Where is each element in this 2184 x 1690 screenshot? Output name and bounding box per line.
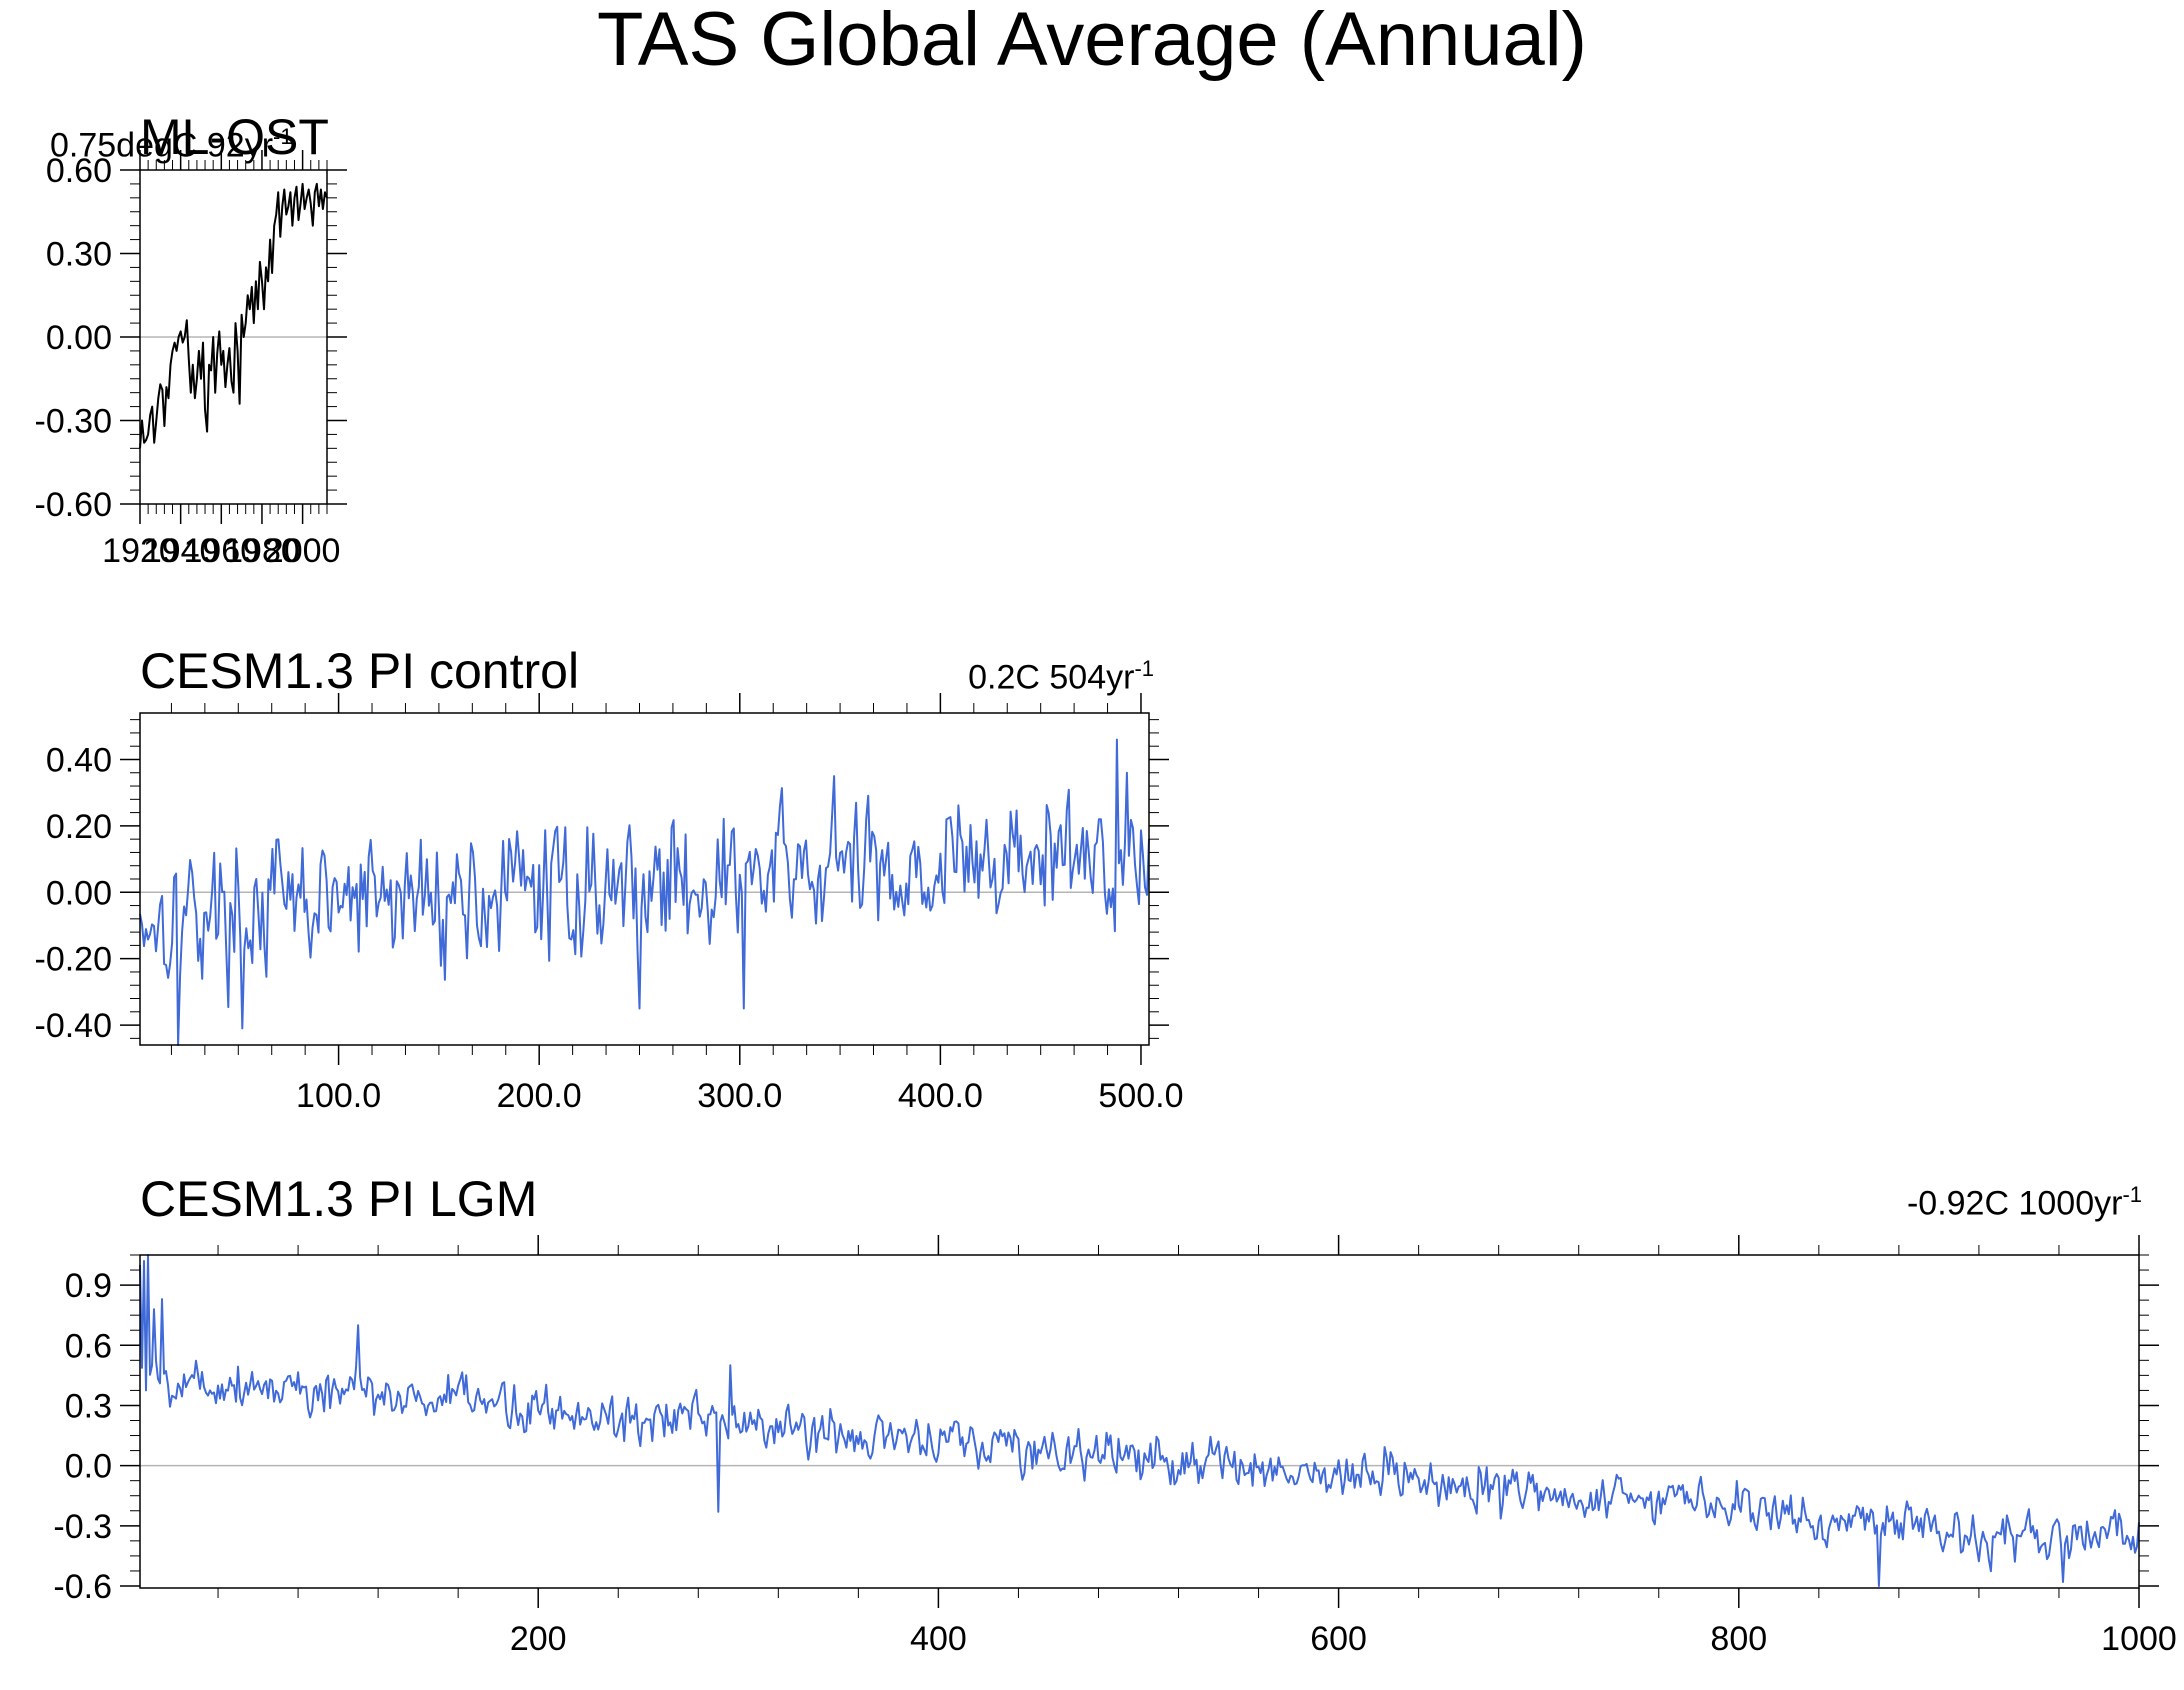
- panel-2-y-tick-label: 0.20: [46, 808, 112, 846]
- panel-2-trend-value: 0.2C 504yr: [968, 658, 1135, 697]
- main-title: TAS Global Average (Annual): [597, 0, 1587, 82]
- panel-3-plot-frame: [139, 1254, 2140, 1589]
- panel-2-y-tick-label: 0.00: [46, 874, 112, 912]
- panel-3-x-tick-label: 1000: [2101, 1620, 2177, 1658]
- panel-3-x-tick-label: 600: [1310, 1620, 1367, 1658]
- panel-2-x-tick-label: 100.0: [296, 1077, 381, 1115]
- panel-2-x-tick-label: 200.0: [497, 1077, 582, 1115]
- panel-1-trend: 0.75degC 92yr-1: [50, 118, 293, 164]
- panel-1-y-tick-label: -0.60: [35, 486, 113, 524]
- panel-2-y-tick-label: -0.40: [35, 1007, 113, 1045]
- panel-3-y-tick-label: 0.6: [65, 1327, 112, 1365]
- panel-3-x-tick-label: 400: [910, 1620, 967, 1658]
- panel-1-y-tick-label: 0.00: [46, 319, 112, 357]
- panel-3-trend: -0.92C 1000yr-1: [1907, 1176, 2142, 1222]
- panel-3-trend-value: -0.92C 1000yr: [1906, 1184, 2123, 1223]
- panel-1-y-tick-label: 0.60: [46, 152, 112, 190]
- panel-3-x-tick-label: 800: [1710, 1620, 1767, 1658]
- panel-2-y-tick-label: -0.20: [35, 941, 113, 979]
- panel-2-y-tick-label: 0.40: [46, 741, 112, 779]
- panel-1-x-tick-label: 1940: [143, 532, 219, 570]
- panel-1-x-tick-label: 2000: [265, 532, 341, 570]
- panel-3-trend-exponent: -1: [2122, 1182, 2142, 1207]
- panel-3-title: CESM1.3 PI LGM: [140, 1171, 538, 1227]
- panel-1-series-line: [139, 182, 328, 449]
- panel-3-y-tick-label: 0.3: [65, 1387, 112, 1425]
- panel-2-x-tick-label: 500.0: [1098, 1077, 1183, 1115]
- panel-1-title: ML-OST: [140, 109, 329, 165]
- panel-3-y-tick-label: 0.0: [65, 1448, 112, 1486]
- panel-1-trend-value: 0.75degC 92yr: [50, 126, 274, 165]
- panel-1-x-tick-label: 1960: [183, 532, 259, 570]
- panel-1-x-tick-label: 1980: [224, 532, 300, 570]
- panel-3-y-tick-label: -0.6: [53, 1568, 112, 1606]
- panel-1-y-tick-label: -0.30: [35, 403, 113, 441]
- panel-1-x-tick-label: 1920: [102, 532, 178, 570]
- panel-3-series-line: [139, 1254, 2140, 1587]
- panel-1-trend-exponent: -1: [273, 124, 293, 149]
- panel-3-y-tick-label: 0.9: [65, 1267, 112, 1305]
- panel-2-title: CESM1.3 PI control: [140, 643, 580, 699]
- panel-2-trend: 0.2C 504yr-1: [968, 650, 1154, 696]
- panel-2-x-tick-label: 300.0: [697, 1077, 782, 1115]
- panel-3-x-tick-label: 200: [510, 1620, 567, 1658]
- panel-1-y-tick-label: 0.30: [46, 236, 112, 274]
- panel-2-series-line: [139, 738, 1150, 1046]
- panel-3-y-tick-label: -0.3: [53, 1508, 112, 1546]
- panel-2-trend-exponent: -1: [1134, 656, 1154, 681]
- panel-2-x-tick-label: 400.0: [898, 1077, 983, 1115]
